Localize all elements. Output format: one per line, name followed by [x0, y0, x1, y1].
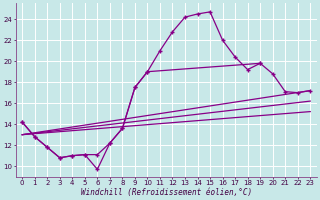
X-axis label: Windchill (Refroidissement éolien,°C): Windchill (Refroidissement éolien,°C) [81, 188, 252, 197]
